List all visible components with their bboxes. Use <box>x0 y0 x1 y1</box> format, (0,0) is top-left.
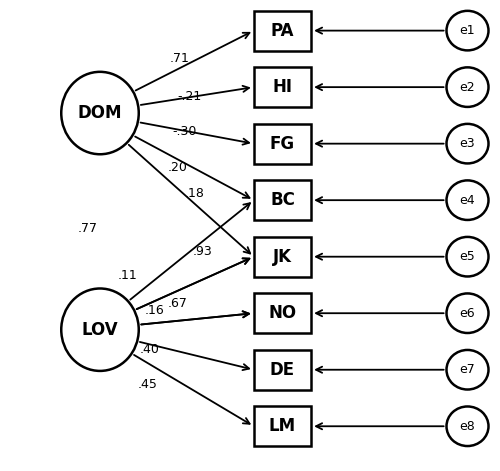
Text: e3: e3 <box>460 137 475 150</box>
FancyBboxPatch shape <box>254 349 311 390</box>
Text: .18: .18 <box>185 187 205 200</box>
FancyBboxPatch shape <box>254 10 311 51</box>
Text: HI: HI <box>272 78 292 96</box>
FancyBboxPatch shape <box>254 124 311 164</box>
Text: .67: .67 <box>168 297 188 310</box>
Circle shape <box>446 293 488 333</box>
FancyBboxPatch shape <box>254 236 311 276</box>
FancyBboxPatch shape <box>254 67 311 107</box>
Text: JK: JK <box>273 248 292 266</box>
Circle shape <box>446 180 488 220</box>
Text: e8: e8 <box>460 420 475 433</box>
Text: .45: .45 <box>138 378 158 391</box>
Text: .71: .71 <box>170 52 190 65</box>
Text: DOM: DOM <box>78 104 122 122</box>
Ellipse shape <box>61 72 139 154</box>
Text: e1: e1 <box>460 24 475 37</box>
Text: PA: PA <box>271 22 294 40</box>
Text: LOV: LOV <box>82 321 118 339</box>
Text: e4: e4 <box>460 194 475 207</box>
Circle shape <box>446 237 488 276</box>
Text: -.30: -.30 <box>173 125 197 138</box>
Text: e2: e2 <box>460 81 475 94</box>
Circle shape <box>446 406 488 446</box>
Text: DE: DE <box>270 361 295 379</box>
Circle shape <box>446 67 488 107</box>
Text: .77: .77 <box>78 222 98 235</box>
Ellipse shape <box>61 288 139 371</box>
Text: .93: .93 <box>192 245 212 259</box>
FancyBboxPatch shape <box>254 406 311 447</box>
Text: e7: e7 <box>460 363 475 376</box>
Text: FG: FG <box>270 135 295 153</box>
Text: NO: NO <box>268 304 296 322</box>
Text: .40: .40 <box>140 343 160 356</box>
Circle shape <box>446 11 488 50</box>
Text: .11: .11 <box>118 269 138 282</box>
Text: BC: BC <box>270 191 295 209</box>
Text: .20: .20 <box>168 161 188 174</box>
FancyBboxPatch shape <box>254 293 311 333</box>
Text: e5: e5 <box>460 250 475 263</box>
Text: -.21: -.21 <box>178 90 202 103</box>
Circle shape <box>446 350 488 390</box>
FancyBboxPatch shape <box>254 180 311 220</box>
Text: LM: LM <box>269 417 296 435</box>
Circle shape <box>446 124 488 163</box>
Text: e6: e6 <box>460 307 475 320</box>
Text: .16: .16 <box>145 304 165 317</box>
